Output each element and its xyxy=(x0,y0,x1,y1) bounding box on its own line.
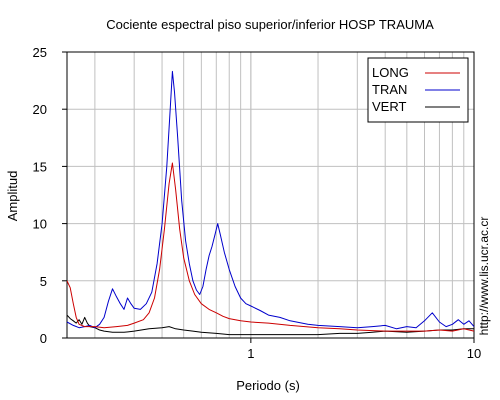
series-line-tran xyxy=(66,70,475,330)
y-tick-label: 20 xyxy=(33,102,47,117)
x-tick-label: 1 xyxy=(247,346,254,361)
x-axis-label: Periodo (s) xyxy=(236,378,300,393)
y-tick-label: 0 xyxy=(40,331,47,346)
y-axis-label: Amplitud xyxy=(5,171,20,222)
axis-ticks: 0 5 10 15 20 25 1 10 xyxy=(33,45,482,361)
watermark-url: http://www.lis.ucr.ac.cr xyxy=(477,217,491,336)
y-tick-label: 25 xyxy=(33,45,47,60)
legend-label-vert: VERT xyxy=(372,99,406,114)
plot-frame xyxy=(66,51,475,339)
legend: LONG TRAN VERT xyxy=(367,57,469,123)
y-tick-label: 5 xyxy=(40,274,47,289)
legend-label-long: LONG xyxy=(372,65,409,80)
y-tick-label: 15 xyxy=(33,159,47,174)
y-tick-label: 10 xyxy=(33,217,47,232)
x-tick-label: 10 xyxy=(467,346,481,361)
series-line-long xyxy=(66,162,475,332)
chart-title: Cociente espectral piso superior/inferio… xyxy=(106,17,434,32)
legend-label-tran: TRAN xyxy=(372,82,407,97)
series-layer xyxy=(66,70,475,336)
